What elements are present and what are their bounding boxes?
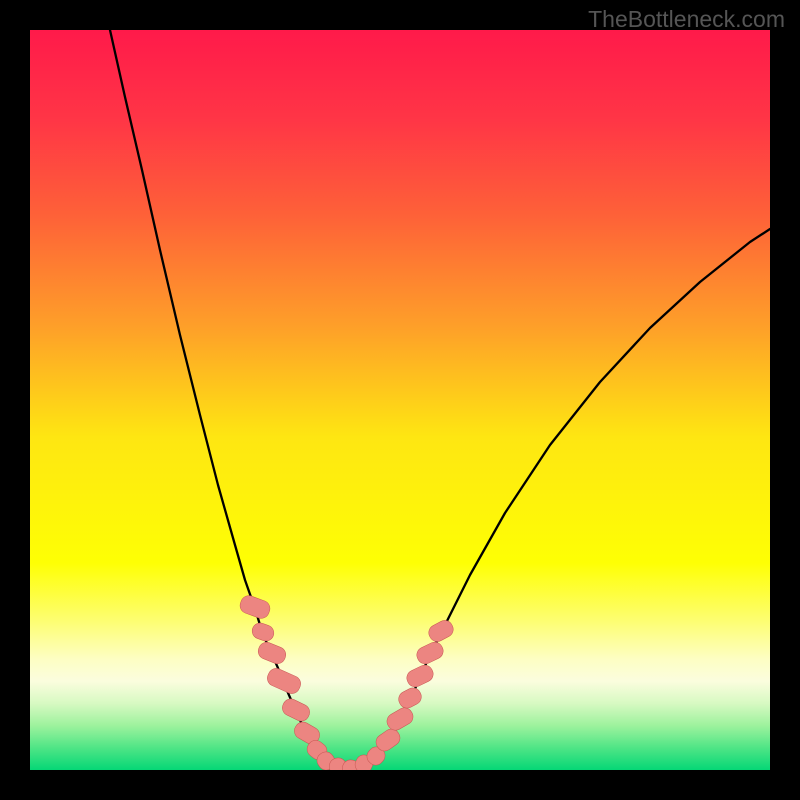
- chart-frame: TheBottleneck.com: [0, 0, 800, 800]
- gradient-background: [30, 30, 770, 770]
- watermark-text: TheBottleneck.com: [588, 6, 785, 33]
- bottleneck-chart: [30, 30, 770, 770]
